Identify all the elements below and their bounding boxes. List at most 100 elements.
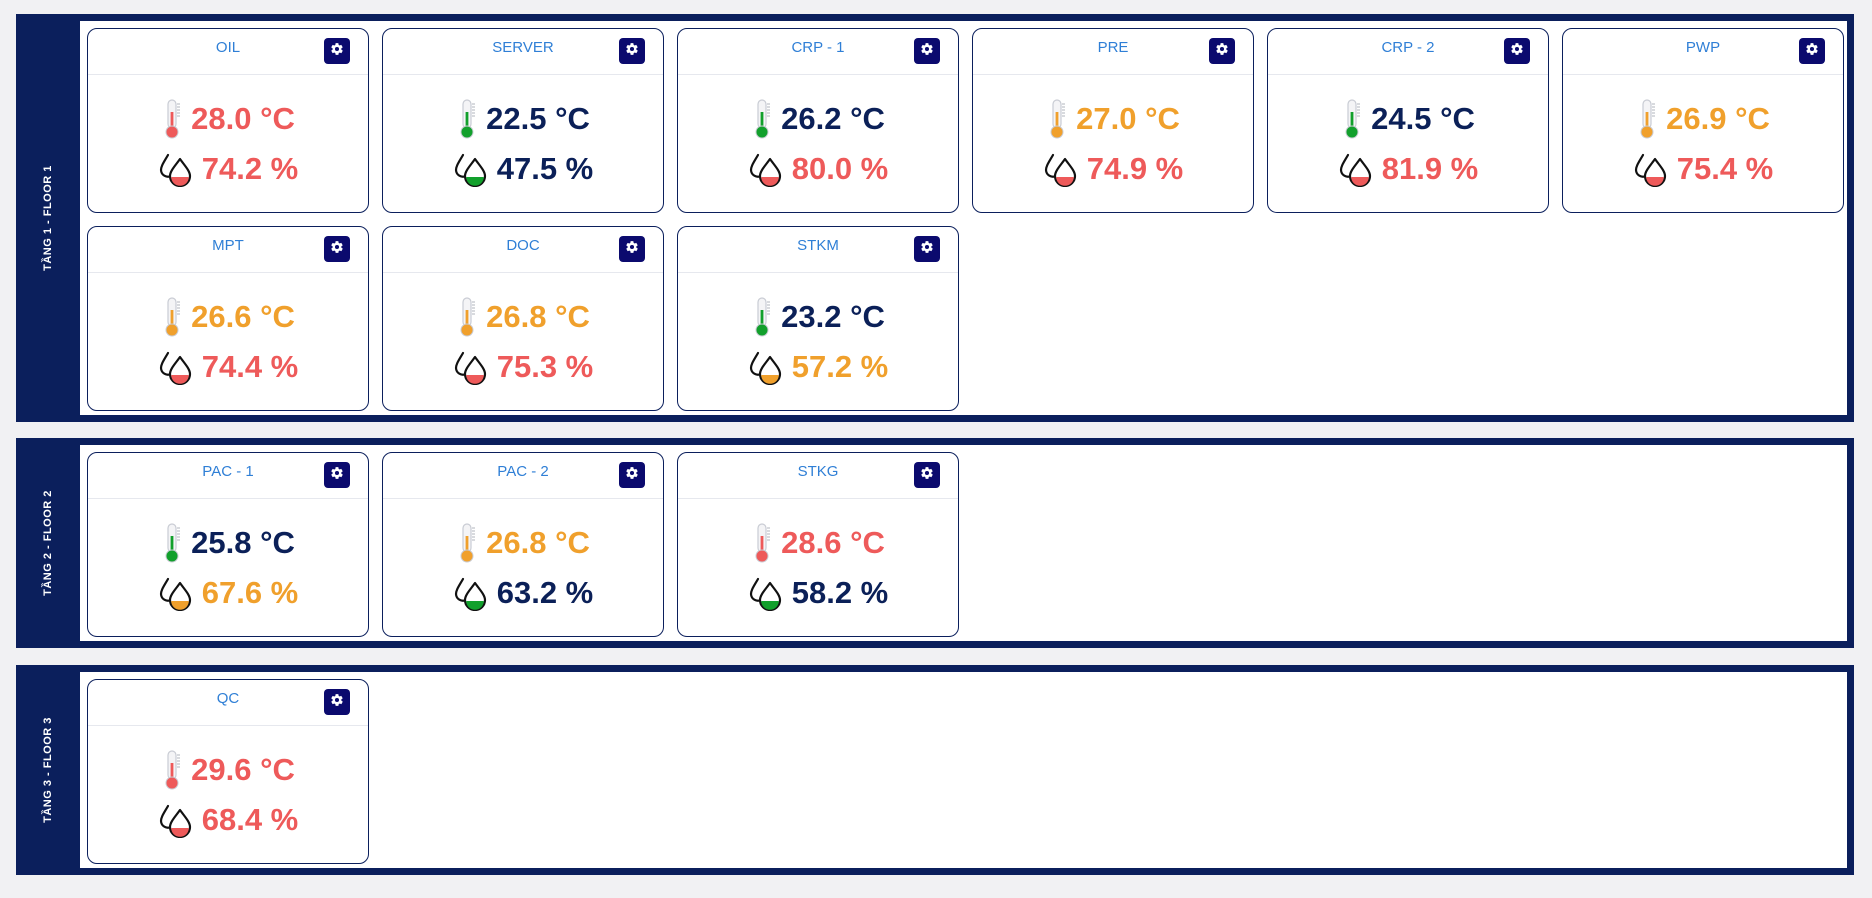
room-name: CRP - 2: [1381, 39, 1435, 56]
room-settings-button[interactable]: [324, 462, 350, 488]
gear-icon: [330, 42, 344, 61]
room-name: STKG: [797, 463, 839, 480]
temperature-row: 26.8 °C: [383, 295, 663, 339]
temperature-value: 26.6 °C: [191, 299, 295, 334]
humidity-drops-icon: [158, 575, 194, 611]
temperature-row: 26.2 °C: [678, 97, 958, 141]
thermometer-icon: [1636, 98, 1658, 140]
floor-section-1: TẦNG 1 - FLOOR 1 OIL 28.0 °C 74.2 % SERVER 2…: [16, 14, 1854, 422]
humidity-row: 58.2 %: [678, 571, 958, 615]
room-settings-button[interactable]: [1209, 38, 1235, 64]
room-settings-button[interactable]: [324, 689, 350, 715]
room-settings-button[interactable]: [619, 236, 645, 262]
thermometer-icon: [751, 296, 773, 338]
room-card: PAC - 2 26.8 °C 63.2 %: [382, 452, 664, 637]
room-card: PAC - 1 25.8 °C 67.6 %: [87, 452, 369, 637]
humidity-value: 74.4 %: [201, 349, 299, 384]
humidity-row: 80.0 %: [678, 147, 958, 191]
gear-icon: [330, 240, 344, 259]
floor-label: TẦNG 1 - FLOOR 1: [42, 165, 54, 271]
humidity-drops-icon: [453, 575, 489, 611]
temperature-value: 26.8 °C: [486, 525, 590, 560]
room-card: MPT 26.6 °C 74.4 %: [87, 226, 369, 411]
gear-icon: [330, 466, 344, 485]
temperature-row: 26.6 °C: [88, 295, 368, 339]
temperature-value: 28.0 °C: [191, 101, 295, 136]
gear-icon: [625, 42, 639, 61]
card-header: STKG: [678, 453, 958, 499]
room-card: STKM 23.2 °C 57.2 %: [677, 226, 959, 411]
humidity-value: 67.6 %: [201, 575, 299, 610]
humidity-drops-icon: [453, 349, 489, 385]
room-settings-button[interactable]: [914, 38, 940, 64]
card-header: PRE: [973, 29, 1253, 75]
room-settings-button[interactable]: [324, 236, 350, 262]
humidity-row: 74.9 %: [973, 147, 1253, 191]
card-header: QC: [88, 680, 368, 726]
floor-label-area: TẦNG 1 - FLOOR 1: [16, 14, 80, 422]
room-name: DOC: [506, 237, 540, 254]
room-name: SERVER: [492, 39, 554, 56]
temperature-row: 29.6 °C: [88, 748, 368, 792]
gear-icon: [920, 466, 934, 485]
thermometer-icon: [161, 296, 183, 338]
humidity-row: 75.4 %: [1563, 147, 1843, 191]
room-name: CRP - 1: [791, 39, 845, 56]
temperature-value: 26.2 °C: [781, 101, 885, 136]
thermometer-icon: [456, 522, 478, 564]
humidity-value: 80.0 %: [791, 151, 889, 186]
room-card: PRE 27.0 °C 74.9 %: [972, 28, 1254, 213]
thermometer-icon: [1341, 98, 1363, 140]
temperature-row: 28.0 °C: [88, 97, 368, 141]
card-header: CRP - 2: [1268, 29, 1548, 75]
humidity-value: 63.2 %: [496, 575, 594, 610]
temperature-row: 26.9 °C: [1563, 97, 1843, 141]
room-name: PAC - 1: [202, 463, 254, 480]
card-header: OIL: [88, 29, 368, 75]
humidity-value: 81.9 %: [1381, 151, 1479, 186]
room-settings-button[interactable]: [1799, 38, 1825, 64]
room-settings-button[interactable]: [1504, 38, 1530, 64]
room-settings-button[interactable]: [619, 38, 645, 64]
gear-icon: [1805, 42, 1819, 61]
temperature-value: 28.6 °C: [781, 525, 885, 560]
temperature-row: 27.0 °C: [973, 97, 1253, 141]
room-settings-button[interactable]: [914, 236, 940, 262]
room-name: OIL: [215, 39, 241, 56]
temperature-value: 24.5 °C: [1371, 101, 1475, 136]
room-settings-button[interactable]: [914, 462, 940, 488]
humidity-row: 74.2 %: [88, 147, 368, 191]
room-settings-button[interactable]: [324, 38, 350, 64]
temperature-value: 25.8 °C: [191, 525, 295, 560]
humidity-drops-icon: [748, 575, 784, 611]
room-name: MPT: [212, 237, 244, 254]
card-header: DOC: [383, 227, 663, 273]
humidity-value: 75.3 %: [496, 349, 594, 384]
gear-icon: [1510, 42, 1524, 61]
temperature-value: 22.5 °C: [486, 101, 590, 136]
room-card: SERVER 22.5 °C 47.5 %: [382, 28, 664, 213]
room-card: DOC 26.8 °C 75.3 %: [382, 226, 664, 411]
room-name: PRE: [1097, 39, 1129, 56]
humidity-row: 81.9 %: [1268, 147, 1548, 191]
floor-label: TẦNG 2 - FLOOR 2: [42, 490, 54, 596]
room-settings-button[interactable]: [619, 462, 645, 488]
card-header: PAC - 1: [88, 453, 368, 499]
floor-section-2: TẦNG 2 - FLOOR 2 PAC - 1 25.8 °C 67.6 % PAC…: [16, 438, 1854, 648]
temperature-row: 26.8 °C: [383, 521, 663, 565]
humidity-value: 58.2 %: [791, 575, 889, 610]
humidity-value: 68.4 %: [201, 802, 299, 837]
card-header: MPT: [88, 227, 368, 273]
thermometer-icon: [751, 98, 773, 140]
gear-icon: [920, 240, 934, 259]
room-name: PWP: [1685, 39, 1721, 56]
humidity-drops-icon: [1338, 151, 1374, 187]
floor-label-area: TẦNG 3 - FLOOR 3: [16, 665, 80, 875]
thermometer-icon: [161, 98, 183, 140]
humidity-row: 63.2 %: [383, 571, 663, 615]
temperature-value: 27.0 °C: [1076, 101, 1180, 136]
floor-label-area: TẦNG 2 - FLOOR 2: [16, 438, 80, 648]
humidity-row: 47.5 %: [383, 147, 663, 191]
card-header: CRP - 1: [678, 29, 958, 75]
